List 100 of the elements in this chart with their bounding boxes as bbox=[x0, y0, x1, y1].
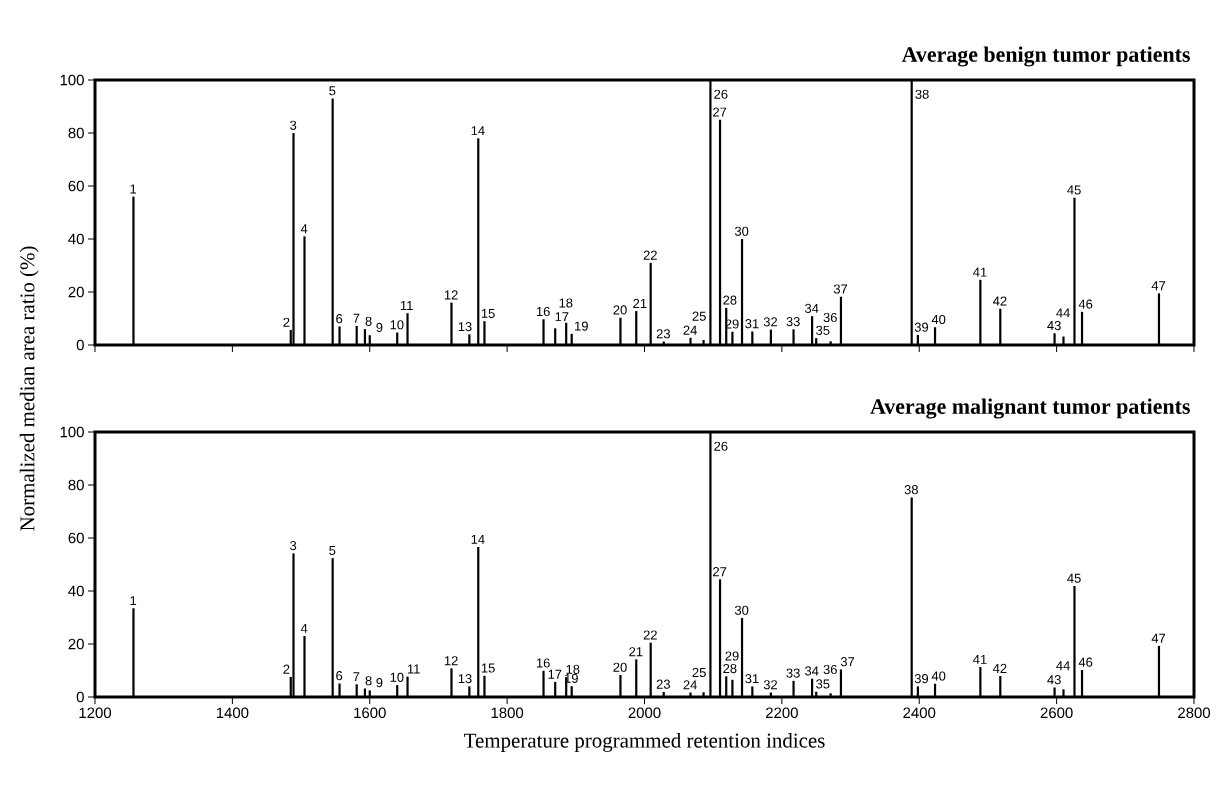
annotation: 44 bbox=[1056, 661, 1070, 671]
annotation: 22 bbox=[643, 630, 657, 640]
x-tick-label: 2400 bbox=[903, 707, 936, 719]
annotation: 18 bbox=[559, 298, 573, 308]
annotation: 38 bbox=[904, 485, 918, 495]
annotation: 29 bbox=[725, 651, 739, 661]
annotation: 31 bbox=[745, 674, 759, 684]
annotation: 11 bbox=[400, 301, 413, 311]
annotation: 7 bbox=[353, 313, 360, 323]
annotation: 30 bbox=[734, 605, 749, 615]
y-tick-label: 0 bbox=[76, 691, 84, 703]
annotation: 24 bbox=[683, 680, 697, 690]
annotation: 42 bbox=[992, 663, 1007, 673]
annotation: 26 bbox=[714, 89, 728, 99]
annotation: 18 bbox=[566, 664, 580, 674]
annotation: 23 bbox=[656, 329, 670, 339]
annotation: 12 bbox=[444, 656, 458, 666]
annotation: 7 bbox=[353, 672, 360, 682]
annotation: 39 bbox=[914, 322, 929, 332]
annotation: 4 bbox=[300, 224, 308, 234]
annotation: 45 bbox=[1067, 185, 1081, 195]
annotation: 42 bbox=[992, 296, 1007, 306]
annotation: 15 bbox=[481, 663, 495, 673]
annotation: 16 bbox=[536, 306, 550, 317]
annotation: 38 bbox=[915, 89, 929, 99]
annotation: 5 bbox=[329, 86, 336, 96]
x-tick-label: 2000 bbox=[628, 707, 661, 719]
annotation: 13 bbox=[458, 674, 472, 684]
x-tick-label: 2600 bbox=[1040, 707, 1073, 719]
annotation: 19 bbox=[575, 321, 588, 331]
annotation: 39 bbox=[914, 674, 929, 684]
annotation: 17 bbox=[548, 669, 562, 679]
x-tick-label: 1200 bbox=[79, 707, 112, 719]
annotation: 13 bbox=[458, 322, 472, 332]
x-tick-label: 2200 bbox=[766, 707, 798, 719]
annotation: 25 bbox=[692, 311, 706, 321]
annotation: 40 bbox=[931, 671, 946, 681]
annotation: 40 bbox=[931, 314, 946, 325]
annotation: 41 bbox=[973, 654, 987, 664]
annotation: 5 bbox=[329, 545, 336, 555]
annotation: 14 bbox=[471, 534, 485, 544]
annotation: 33 bbox=[786, 317, 800, 327]
annotation: 28 bbox=[723, 295, 737, 305]
annotation: 43 bbox=[1047, 320, 1061, 331]
annotation: 21 bbox=[629, 647, 643, 657]
annotation: 24 bbox=[683, 325, 697, 335]
x-tick-label: 2800 bbox=[1178, 707, 1211, 719]
annotation: 33 bbox=[786, 668, 800, 678]
x-tick-label: 1800 bbox=[491, 707, 524, 719]
annotation: 36 bbox=[823, 312, 837, 323]
annotation: 9 bbox=[376, 678, 383, 688]
y-tick-label: 60 bbox=[68, 180, 84, 192]
chart-title: Average malignant tumor patients bbox=[870, 398, 1190, 419]
annotation: 16 bbox=[536, 658, 550, 668]
annotation: 21 bbox=[633, 298, 647, 308]
annotation: 46 bbox=[1078, 299, 1093, 309]
annotation: 32 bbox=[763, 680, 778, 690]
annotation: 17 bbox=[555, 312, 569, 322]
annotation: 27 bbox=[713, 567, 727, 577]
annotation: 37 bbox=[833, 284, 848, 294]
annotation: 15 bbox=[481, 308, 495, 318]
annotation: 23 bbox=[656, 679, 670, 689]
annotation: 47 bbox=[1151, 281, 1166, 291]
annotation: 45 bbox=[1067, 573, 1081, 583]
annotation: 28 bbox=[723, 663, 737, 674]
annotation: 22 bbox=[643, 250, 657, 260]
annotation: 35 bbox=[816, 679, 830, 689]
annotation: 46 bbox=[1078, 657, 1093, 667]
y-tick-label: 20 bbox=[68, 286, 84, 298]
x-tick-label: 1600 bbox=[354, 707, 386, 719]
annotation: 20 bbox=[613, 305, 627, 315]
annotation: 26 bbox=[714, 441, 728, 451]
annotation: 34 bbox=[804, 303, 819, 313]
y-tick-label: 100 bbox=[60, 74, 84, 86]
y-tick-label: 60 bbox=[68, 532, 84, 544]
y-tick-label: 80 bbox=[68, 479, 84, 491]
annotation: 35 bbox=[816, 325, 830, 335]
annotation: 11 bbox=[407, 664, 420, 674]
y-tick-label: 0 bbox=[76, 339, 84, 351]
annotation: 47 bbox=[1151, 633, 1166, 643]
annotation: 44 bbox=[1056, 308, 1070, 318]
annotation: 2 bbox=[283, 317, 290, 327]
annotation: 4 bbox=[300, 623, 308, 633]
annotation: 6 bbox=[336, 314, 343, 324]
y-tick-label: 80 bbox=[68, 127, 84, 139]
y-tick-label: 40 bbox=[68, 233, 84, 245]
annotation: 20 bbox=[613, 662, 627, 672]
annotation: 6 bbox=[336, 671, 343, 681]
annotation: 43 bbox=[1047, 675, 1061, 685]
y-tick-label: 40 bbox=[68, 585, 84, 597]
annotation: 1 bbox=[130, 184, 137, 194]
annotation: 9 bbox=[376, 322, 383, 332]
annotation: 14 bbox=[471, 126, 485, 136]
annotation: 10 bbox=[390, 320, 404, 330]
chart-title: Average benign tumor patients bbox=[901, 46, 1190, 67]
y-axis-title: Normalized median area ratio (%) bbox=[19, 246, 39, 531]
annotation: 3 bbox=[290, 541, 297, 551]
annotation: 27 bbox=[713, 107, 727, 117]
annotation: 2 bbox=[283, 664, 290, 674]
annotation: 32 bbox=[763, 317, 778, 327]
